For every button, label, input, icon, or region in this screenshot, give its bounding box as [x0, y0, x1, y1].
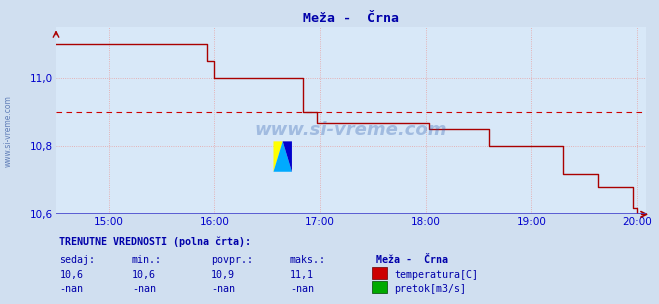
Text: 10,6: 10,6 — [132, 270, 156, 280]
Text: povpr.:: povpr.: — [211, 255, 253, 265]
Text: maks.:: maks.: — [290, 255, 326, 265]
Polygon shape — [273, 141, 292, 172]
Text: Meža -  Črna: Meža - Črna — [376, 255, 447, 265]
Title: Meža -  Črna: Meža - Črna — [303, 12, 399, 25]
Text: temperatura[C]: temperatura[C] — [394, 270, 478, 280]
Polygon shape — [273, 141, 283, 172]
Text: -nan: -nan — [290, 285, 314, 295]
Text: pretok[m3/s]: pretok[m3/s] — [394, 285, 466, 295]
Text: -nan: -nan — [211, 285, 235, 295]
Text: -nan: -nan — [132, 285, 156, 295]
Text: www.si-vreme.com: www.si-vreme.com — [3, 95, 13, 167]
Text: 11,1: 11,1 — [290, 270, 314, 280]
Text: 10,9: 10,9 — [211, 270, 235, 280]
Text: www.si-vreme.com: www.si-vreme.com — [254, 121, 447, 139]
Text: min.:: min.: — [132, 255, 162, 265]
Polygon shape — [283, 141, 292, 172]
Text: 10,6: 10,6 — [59, 270, 83, 280]
Text: sedaj:: sedaj: — [59, 255, 96, 265]
Text: TRENUTNE VREDNOSTI (polna črta):: TRENUTNE VREDNOSTI (polna črta): — [59, 236, 251, 247]
Text: -nan: -nan — [59, 285, 83, 295]
